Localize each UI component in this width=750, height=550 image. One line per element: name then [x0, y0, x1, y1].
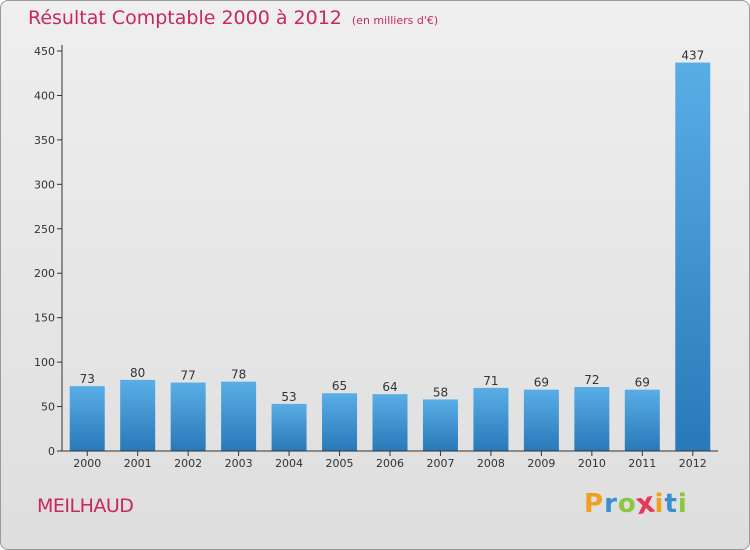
bar-2002: [171, 383, 206, 451]
x-tick-label-2007: 2007: [426, 457, 454, 470]
value-label-2009: 69: [534, 376, 549, 390]
bar-2004: [272, 404, 307, 451]
x-tick-label-2005: 2005: [326, 457, 354, 470]
x-tick-label-2000: 2000: [73, 457, 101, 470]
value-label-2003: 78: [231, 368, 246, 382]
bar-2000: [70, 386, 105, 451]
x-tick-label-2008: 2008: [477, 457, 505, 470]
y-tick-label: 200: [34, 267, 55, 280]
commune-name: MEILHAUD: [37, 495, 133, 517]
x-tick-label-2009: 2009: [527, 457, 555, 470]
bar-2012: [675, 63, 710, 451]
y-tick-label: 350: [34, 134, 55, 147]
y-tick-label: 50: [41, 401, 55, 414]
bar-chart: 73 80 77 78 53 65 64 58 71 69 72 69 437 0 50 100 150 200…: [1, 1, 750, 550]
bar-2006: [373, 394, 408, 451]
bar-2005: [322, 393, 357, 451]
logo-letter: i: [678, 489, 688, 519]
value-label-2002: 77: [181, 369, 196, 383]
y-tick-label: 250: [34, 223, 55, 236]
bar-2001: [120, 380, 155, 451]
x-tick-label-2006: 2006: [376, 457, 404, 470]
value-label-2011: 69: [635, 376, 650, 390]
x-tick-label-2001: 2001: [124, 457, 152, 470]
y-tick-label: 400: [34, 89, 55, 102]
x-tick-label-2011: 2011: [628, 457, 656, 470]
x-tick-label-2010: 2010: [578, 457, 606, 470]
value-label-2006: 64: [382, 380, 397, 394]
value-label-2005: 65: [332, 379, 347, 393]
value-label-2004: 53: [281, 390, 296, 404]
value-label-2010: 72: [584, 373, 599, 387]
logo-letter: P: [584, 489, 604, 519]
bar-2011: [625, 390, 660, 451]
logo-letter: t: [664, 489, 677, 519]
y-tick-label: 300: [34, 178, 55, 191]
logo-letter: r: [604, 489, 618, 519]
bar-2007: [423, 399, 458, 451]
y-tick-label: 100: [34, 356, 55, 369]
value-label-2000: 73: [80, 372, 95, 386]
x-tick-label-2003: 2003: [225, 457, 253, 470]
x-tick-label-2012: 2012: [679, 457, 707, 470]
value-label-2001: 80: [130, 366, 145, 380]
bar-2010: [574, 387, 609, 451]
bar-2008: [473, 388, 508, 451]
value-label-2012: 437: [681, 49, 704, 63]
chart-frame: Résultat Comptable 2000 à 2012 (en millie…: [0, 0, 750, 550]
x-tick-label-2004: 2004: [275, 457, 303, 470]
y-tick-label: 150: [34, 312, 55, 325]
bar-2009: [524, 390, 559, 451]
y-tick-label: 0: [48, 445, 55, 458]
value-label-2007: 58: [433, 385, 448, 399]
y-tick-label: 450: [34, 45, 55, 58]
value-label-2008: 71: [483, 374, 498, 388]
x-tick-label-2002: 2002: [174, 457, 202, 470]
bar-2003: [221, 382, 256, 451]
proxiti-logo: Proxiti: [584, 489, 688, 519]
